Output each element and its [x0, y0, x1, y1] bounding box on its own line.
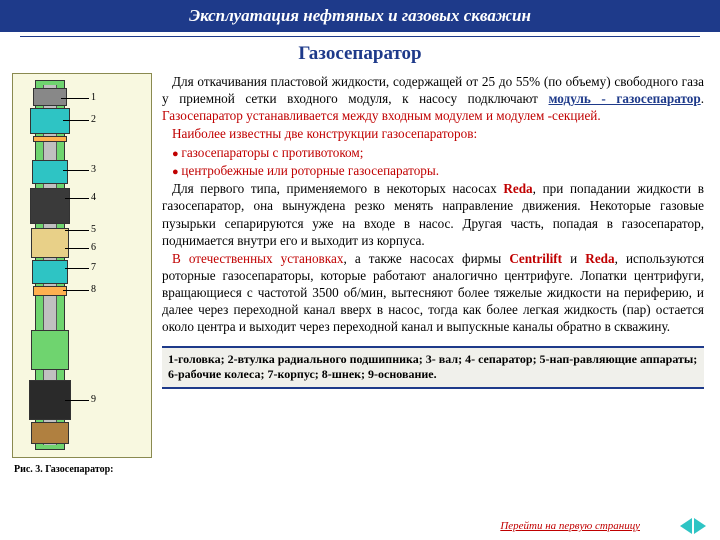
callout-3: 3: [91, 164, 96, 175]
callout-2: 2: [91, 114, 96, 125]
callout-1: 1: [91, 92, 96, 103]
module-link[interactable]: модуль - газосепаратор: [549, 91, 701, 106]
legend-box: 1-головка; 2-втулка радиального подшипни…: [162, 346, 704, 389]
figure-caption: Рис. 3. Газосепаратор:: [12, 464, 152, 475]
nav-arrows: [680, 518, 706, 534]
slide-header: Эксплуатация нефтяных и газовых скважин: [0, 0, 720, 32]
footer: Перейти на первую страницу: [500, 518, 706, 534]
next-arrow-icon[interactable]: [694, 518, 706, 534]
text-column: Для откачивания пластовой жидкости, соде…: [162, 73, 708, 475]
callout-7: 7: [91, 262, 96, 273]
diagram-box: 1 2 3 4 5 6 7 8 9: [12, 73, 152, 458]
callout-9: 9: [91, 394, 96, 405]
prev-arrow-icon[interactable]: [680, 518, 692, 534]
callout-6: 6: [91, 242, 96, 253]
divider: [20, 36, 700, 37]
paragraph-2: Наиболее известны две конструкции газосе…: [162, 125, 704, 142]
callout-4: 4: [91, 192, 96, 203]
paragraph-3: Для первого типа, применяемого в некотор…: [162, 180, 704, 249]
bullet-1: газосепараторы с противотоком;: [162, 144, 704, 161]
paragraph-4: В отечественных установках, а также насо…: [162, 250, 704, 336]
page-title: Газосепаратор: [0, 43, 720, 65]
figure-column: 1 2 3 4 5 6 7 8 9 Рис. 3. Газосепаратор:: [12, 73, 152, 475]
device-diagram: [23, 80, 78, 450]
first-page-link[interactable]: Перейти на первую страницу: [500, 520, 640, 532]
callout-8: 8: [91, 284, 96, 295]
bullet-2: центробежные или роторные газосепараторы…: [162, 162, 704, 179]
paragraph-1: Для откачивания пластовой жидкости, соде…: [162, 73, 704, 124]
callout-5: 5: [91, 224, 96, 235]
content-row: 1 2 3 4 5 6 7 8 9 Рис. 3. Газосепаратор:…: [0, 73, 720, 475]
